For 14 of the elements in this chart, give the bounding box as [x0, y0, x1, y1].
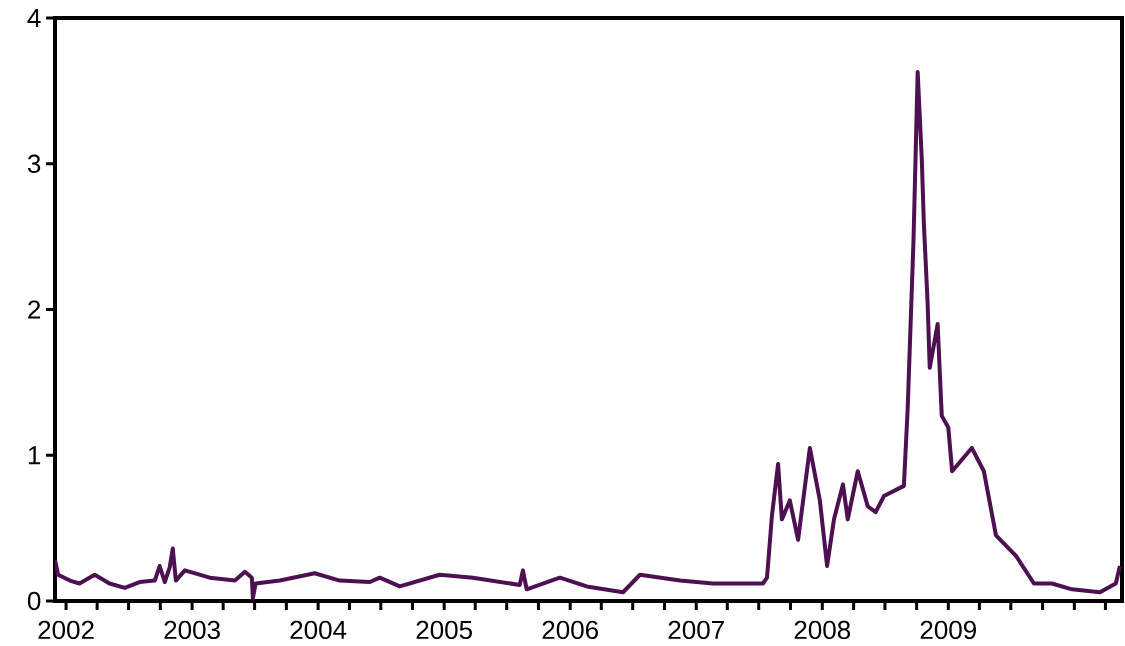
x-tick-label: 2004 — [290, 620, 347, 640]
x-tick-label: 2009 — [920, 620, 976, 640]
y-tick-label: 4 — [27, 9, 41, 27]
x-tick-label: 2002 — [38, 620, 94, 640]
x-tick-label: 2008 — [794, 620, 851, 640]
y-tick-label: 0 — [27, 591, 41, 611]
x-tick-label: 2007 — [668, 620, 724, 640]
y-tick-label: 3 — [27, 154, 41, 173]
x-tick-label: 2003 — [164, 620, 220, 640]
line-series — [55, 69, 1122, 601]
y-tick-label: 1 — [28, 446, 41, 465]
y-tick-label: 2 — [28, 300, 41, 319]
x-tick-label: 2006 — [542, 620, 598, 640]
x-tick-label: 2005 — [416, 620, 472, 640]
